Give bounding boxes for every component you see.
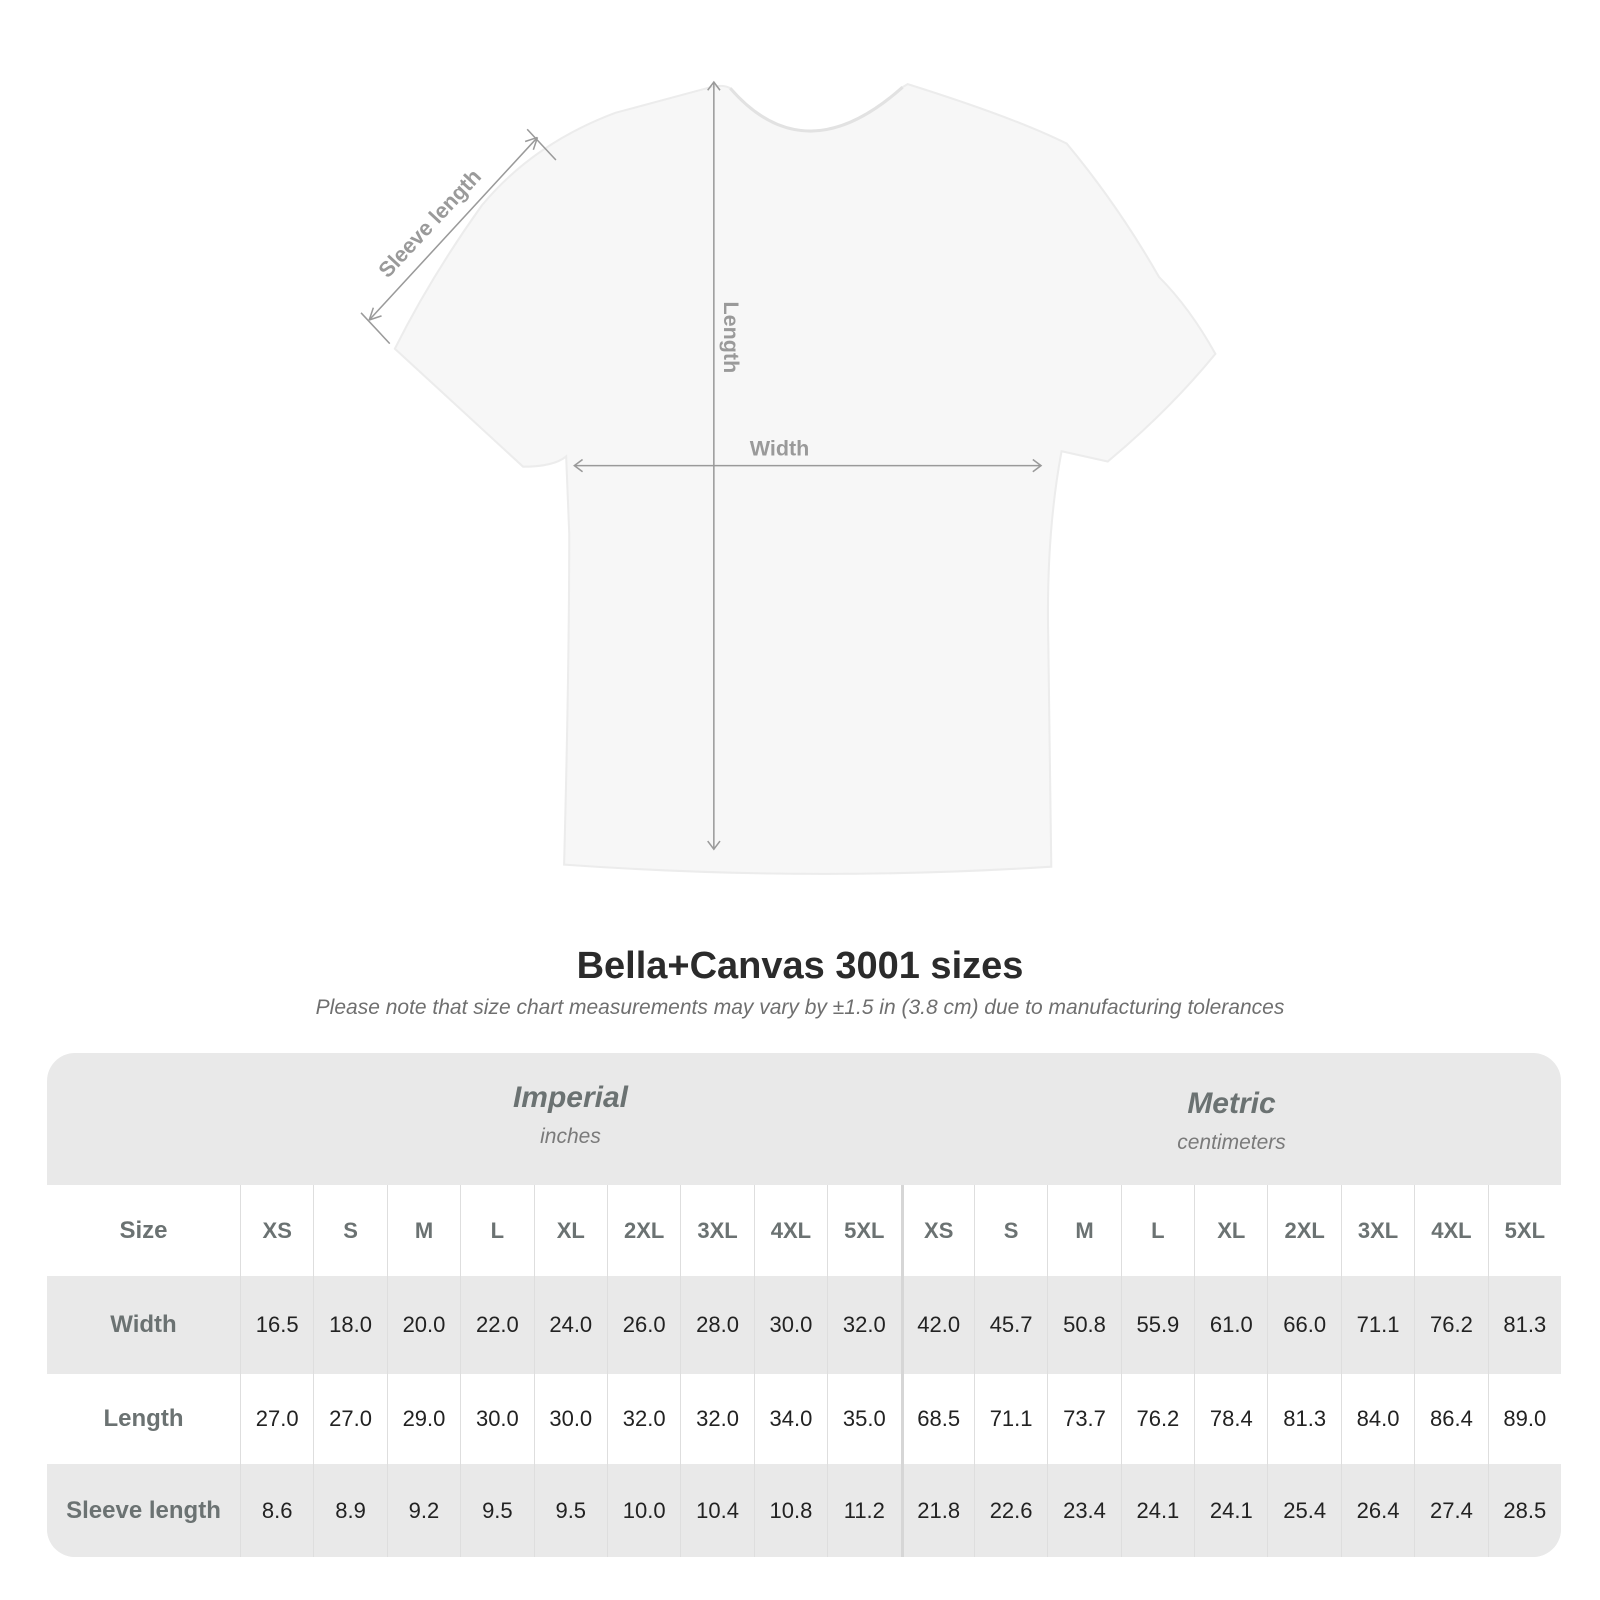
row-label: Length [103, 1405, 184, 1432]
size-header-metric: XS [900, 1185, 974, 1276]
size-header-metric: M [1047, 1185, 1120, 1276]
table-row-length: Length 27.0 27.0 29.0 30.0 30.0 32.0 32.0 34.0 35… [47, 1374, 1561, 1464]
size-header-imperial: 5XL [827, 1185, 900, 1276]
imperial-value: 10.8 [753, 1464, 827, 1557]
table-row-width: Width 16.5 18.0 20.0 22.0 24.0 26.0 28.0 30.0 32.… [47, 1276, 1561, 1374]
metric-value: 76.2 [1120, 1374, 1194, 1464]
tolerance-note: Please note that size chart measurements… [315, 996, 1285, 1019]
imperial-value: 9.5 [460, 1464, 533, 1557]
imperial-value: 27.0 [240, 1374, 313, 1464]
metric-value: 89.0 [1487, 1374, 1561, 1464]
size-header-imperial: 3XL [680, 1185, 753, 1276]
metric-value: 24.1 [1194, 1464, 1267, 1557]
imperial-value: 30.0 [460, 1374, 533, 1464]
metric-value: 45.7 [973, 1276, 1047, 1374]
row-label: Sleeve length [66, 1496, 221, 1524]
table-row-sleeve-length: Sleeve length 8.6 8.9 9.2 9.5 9.5 10.0 10.4 10.8… [47, 1464, 1561, 1557]
page-title: Bella+Canvas 3001 sizes [576, 945, 1024, 987]
metric-value: 21.8 [900, 1464, 974, 1557]
imperial-value: 29.0 [386, 1374, 460, 1464]
imperial-value: 11.2 [827, 1464, 900, 1557]
size-header-imperial: 4XL [753, 1185, 827, 1276]
imperial-value: 10.0 [606, 1464, 680, 1557]
imperial-value: 32.0 [606, 1374, 680, 1464]
metric-value: 50.8 [1047, 1276, 1120, 1374]
size-header-imperial: 2XL [606, 1185, 680, 1276]
sleeve-arrow [368, 136, 539, 321]
imperial-value: 28.0 [680, 1276, 753, 1374]
row-label: Width [110, 1311, 177, 1338]
metric-value: 86.4 [1414, 1374, 1487, 1464]
size-header-imperial: M [386, 1185, 460, 1276]
size-header-metric: 5XL [1487, 1185, 1561, 1276]
metric-value: 55.9 [1120, 1276, 1194, 1374]
metric-value: 78.4 [1194, 1374, 1267, 1464]
metric-header: Metric centimeters [901, 1087, 1561, 1219]
size-header-metric: XL [1194, 1185, 1267, 1276]
size-header-metric: 4XL [1414, 1185, 1487, 1276]
imperial-value: 27.0 [313, 1374, 386, 1464]
imperial-value: 35.0 [827, 1374, 900, 1464]
size-header-metric: 3XL [1340, 1185, 1414, 1276]
size-table: Imperial inches Metric centimeters Size X… [47, 1053, 1561, 1557]
metric-value: 23.4 [1047, 1464, 1120, 1557]
metric-value: 71.1 [1340, 1276, 1414, 1374]
imperial-value: 24.0 [533, 1276, 607, 1374]
tshirt-shape [393, 82, 1217, 875]
imperial-value: 16.5 [240, 1276, 313, 1374]
size-header-imperial: XS [240, 1185, 313, 1276]
size-header-imperial: S [313, 1185, 386, 1276]
imperial-value: 9.2 [386, 1464, 460, 1557]
metric-value: 28.5 [1487, 1464, 1561, 1557]
imperial-value: 22.0 [460, 1276, 533, 1374]
metric-value: 25.4 [1267, 1464, 1340, 1557]
size-header-metric: 2XL [1267, 1185, 1340, 1276]
imperial-unit: inches [540, 1125, 601, 1148]
metric-value: 84.0 [1340, 1374, 1414, 1464]
metric-value: 27.4 [1414, 1464, 1487, 1557]
length-label: Length [719, 302, 743, 374]
size-header-metric: L [1120, 1185, 1194, 1276]
imperial-value: 8.9 [313, 1464, 386, 1557]
metric-value: 61.0 [1194, 1276, 1267, 1374]
metric-value: 76.2 [1414, 1276, 1487, 1374]
metric-value: 66.0 [1267, 1276, 1340, 1374]
size-header-imperial: L [460, 1185, 533, 1276]
size-header-row: Size XS S M L XL 2XL 3XL 4XL 5XL XS S M L XL 2XL 3XL 4XL 5… [47, 1185, 1561, 1276]
metric-value: 73.7 [1047, 1374, 1120, 1464]
imperial-header: Imperial inches [240, 1081, 901, 1213]
metric-unit: centimeters [1177, 1131, 1286, 1154]
metric-value: 24.1 [1120, 1464, 1194, 1557]
imperial-value: 20.0 [386, 1276, 460, 1374]
imperial-value: 26.0 [606, 1276, 680, 1374]
metric-value: 42.0 [900, 1276, 974, 1374]
metric-value: 26.4 [1340, 1464, 1414, 1557]
measurement-arrows [360, 80, 1043, 851]
imperial-value: 34.0 [753, 1374, 827, 1464]
metric-value: 81.3 [1487, 1276, 1561, 1374]
size-header-metric: S [973, 1185, 1047, 1276]
imperial-value: 10.4 [680, 1464, 753, 1557]
size-header-imperial: XL [533, 1185, 607, 1276]
imperial-title: Imperial [512, 1081, 629, 1114]
imperial-value: 8.6 [240, 1464, 313, 1557]
imperial-value: 30.0 [753, 1276, 827, 1374]
width-label: Width [750, 436, 810, 460]
imperial-value: 9.5 [533, 1464, 607, 1557]
metric-value: 81.3 [1267, 1374, 1340, 1464]
metric-value: 71.1 [973, 1374, 1047, 1464]
size-label: Size [119, 1216, 168, 1244]
imperial-value: 18.0 [313, 1276, 386, 1374]
imperial-value: 32.0 [680, 1374, 753, 1464]
metric-value: 22.6 [973, 1464, 1047, 1557]
metric-title: Metric [1187, 1087, 1276, 1120]
imperial-value: 30.0 [533, 1374, 607, 1464]
metric-value: 68.5 [900, 1374, 974, 1464]
imperial-value: 32.0 [827, 1276, 900, 1374]
